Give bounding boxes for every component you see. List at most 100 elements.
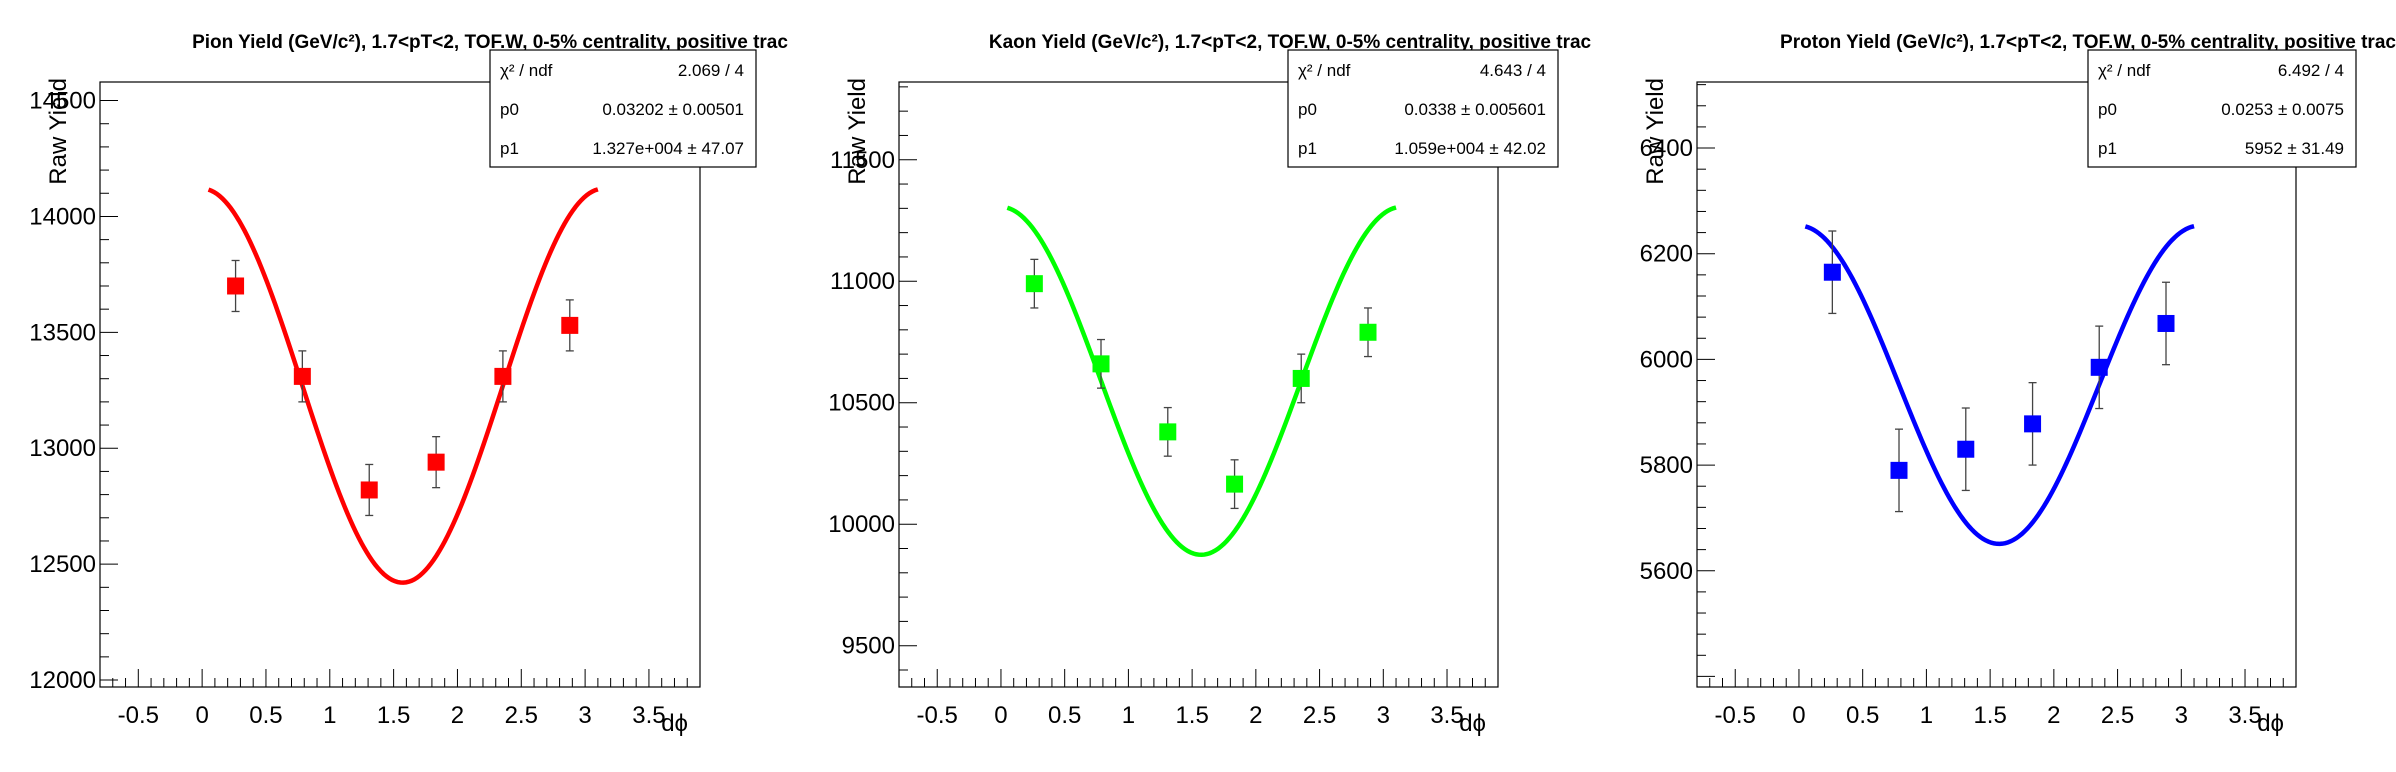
y-tick-label: 6000 bbox=[1640, 346, 1693, 373]
y-tick-label: 5800 bbox=[1640, 452, 1693, 479]
x-tick-label: 3 bbox=[2175, 702, 2188, 729]
plot-frame bbox=[99, 81, 701, 688]
proton-yield-panel: Proton Yield (GeV/c²), 1.7<pT<2, TOF.W, … bbox=[1640, 32, 2396, 737]
x-tick-label: 3 bbox=[1377, 702, 1390, 729]
x-tick-label: 1.5 bbox=[1175, 702, 1208, 729]
y-tick-label: 10500 bbox=[828, 390, 895, 417]
data-point bbox=[561, 316, 579, 334]
stats-value: 0.03202 ± 0.00501 bbox=[602, 100, 744, 119]
y-tick-label: 13000 bbox=[29, 435, 96, 462]
x-tick-label: 2 bbox=[1249, 702, 1262, 729]
fit-stats-box: χ² / ndf 6.492 / 4 p0 0.0253 ± 0.0075 p1 5952… bbox=[2087, 49, 2357, 168]
y-tick-label: 11000 bbox=[830, 268, 895, 295]
x-tick-label: 1 bbox=[323, 702, 336, 729]
plot-frame bbox=[1696, 81, 2297, 688]
stats-value: 6.492 / 4 bbox=[2278, 61, 2344, 80]
data-point bbox=[2024, 415, 2042, 433]
y-axis-label: Raw Yield bbox=[844, 78, 871, 185]
data-point bbox=[227, 277, 245, 295]
y-tick-label: 12000 bbox=[29, 667, 96, 694]
stats-label: χ² / ndf bbox=[500, 61, 553, 80]
x-tick-label: 3.5 bbox=[1430, 702, 1463, 729]
chart-title: Pion Yield (GeV/c²), 1.7<pT<2, TOF.W, 0-… bbox=[192, 32, 788, 53]
x-tick-label: 0 bbox=[1792, 702, 1805, 729]
stats-box-frame bbox=[2087, 49, 2357, 168]
stats-label: p0 bbox=[500, 100, 519, 119]
kaon-yield-panel: Kaon Yield (GeV/c²), 1.7<pT<2, TOF.W, 0-… bbox=[828, 32, 1591, 737]
x-tick-label: -0.5 bbox=[1715, 702, 1756, 729]
y-tick-label: 9500 bbox=[842, 633, 895, 660]
stats-label: χ² / ndf bbox=[1298, 61, 1351, 80]
data-point bbox=[1823, 263, 1841, 281]
y-axis-label: Raw Yield bbox=[45, 78, 72, 185]
x-tick-label: 0 bbox=[195, 702, 208, 729]
x-tick-label: 1 bbox=[1920, 702, 1933, 729]
data-point bbox=[494, 367, 512, 385]
x-tick-label: 1.5 bbox=[1973, 702, 2006, 729]
x-tick-label: 1 bbox=[1122, 702, 1135, 729]
x-axis-label: dϕ bbox=[1459, 710, 1486, 737]
y-tick-label: 6200 bbox=[1640, 241, 1693, 268]
x-tick-label: 0.5 bbox=[1048, 702, 1081, 729]
x-tick-label: 1.5 bbox=[377, 702, 410, 729]
y-tick-label: 6400 bbox=[1640, 135, 1693, 162]
fit-curve bbox=[207, 187, 599, 585]
fit-stats-box: χ² / ndf 2.069 / 4 p0 0.03202 ± 0.00501 p1 1.… bbox=[489, 49, 757, 168]
y-tick-label: 14000 bbox=[29, 203, 96, 230]
stats-value: 0.0253 ± 0.0075 bbox=[2221, 100, 2344, 119]
data-point bbox=[293, 367, 311, 385]
data-point bbox=[427, 453, 445, 471]
stats-value: 0.0338 ± 0.005601 bbox=[1404, 100, 1546, 119]
stats-label: p0 bbox=[1298, 100, 1317, 119]
data-point bbox=[1092, 355, 1110, 373]
x-axis-label: dϕ bbox=[2257, 710, 2284, 737]
y-tick-label: 10000 bbox=[828, 511, 895, 538]
fit-stats-box: χ² / ndf 4.643 / 4 p0 0.0338 ± 0.005601 p1 1.… bbox=[1287, 49, 1559, 168]
y-tick-label: 5600 bbox=[1640, 558, 1693, 585]
stats-label: p0 bbox=[2098, 100, 2117, 119]
x-tick-label: 2 bbox=[2047, 702, 2060, 729]
data-point bbox=[1159, 423, 1177, 441]
stats-label: p1 bbox=[500, 139, 519, 158]
data-point bbox=[1226, 475, 1244, 493]
fit-curve bbox=[1006, 205, 1397, 558]
data-point bbox=[360, 481, 378, 499]
x-tick-label: 3 bbox=[578, 702, 591, 729]
stats-value: 1.059e+004 ± 42.02 bbox=[1394, 139, 1546, 158]
data-point bbox=[2090, 358, 2108, 376]
x-tick-label: 2 bbox=[451, 702, 464, 729]
stats-value: 4.643 / 4 bbox=[1480, 61, 1546, 80]
stats-box-frame bbox=[1287, 49, 1559, 168]
stats-label: p1 bbox=[2098, 139, 2117, 158]
data-point bbox=[1890, 461, 1908, 479]
x-tick-label: 0 bbox=[994, 702, 1007, 729]
data-point bbox=[1292, 369, 1310, 387]
x-tick-label: -0.5 bbox=[917, 702, 958, 729]
x-tick-label: -0.5 bbox=[118, 702, 159, 729]
stats-label: p1 bbox=[1298, 139, 1317, 158]
stats-value: 5952 ± 31.49 bbox=[2245, 139, 2344, 158]
chart-title: Proton Yield (GeV/c²), 1.7<pT<2, TOF.W, … bbox=[1780, 32, 2396, 53]
y-tick-label: 11500 bbox=[830, 147, 895, 174]
y-tick-label: 14500 bbox=[29, 88, 96, 115]
chart-title: Kaon Yield (GeV/c²), 1.7<pT<2, TOF.W, 0-… bbox=[989, 32, 1592, 53]
y-tick-label: 12500 bbox=[29, 551, 96, 578]
x-tick-label: 3.5 bbox=[2228, 702, 2261, 729]
data-point bbox=[2157, 314, 2175, 332]
stats-box-frame bbox=[489, 49, 757, 168]
data-point bbox=[1359, 323, 1377, 341]
data-point bbox=[1025, 275, 1043, 293]
stats-value: 2.069 / 4 bbox=[678, 61, 744, 80]
pion-yield-panel: Pion Yield (GeV/c²), 1.7<pT<2, TOF.W, 0-… bbox=[29, 32, 788, 737]
stats-value: 1.327e+004 ± 47.07 bbox=[592, 139, 744, 158]
stats-label: χ² / ndf bbox=[2098, 61, 2151, 80]
x-axis-label: dϕ bbox=[661, 710, 688, 737]
x-tick-label: 0.5 bbox=[249, 702, 282, 729]
x-tick-label: 3.5 bbox=[632, 702, 665, 729]
fit-curve bbox=[1804, 224, 2195, 547]
y-axis-label: Raw Yield bbox=[1642, 78, 1669, 185]
x-tick-label: 0.5 bbox=[1846, 702, 1879, 729]
x-tick-label: 2.5 bbox=[505, 702, 538, 729]
y-tick-label: 13500 bbox=[29, 319, 96, 346]
